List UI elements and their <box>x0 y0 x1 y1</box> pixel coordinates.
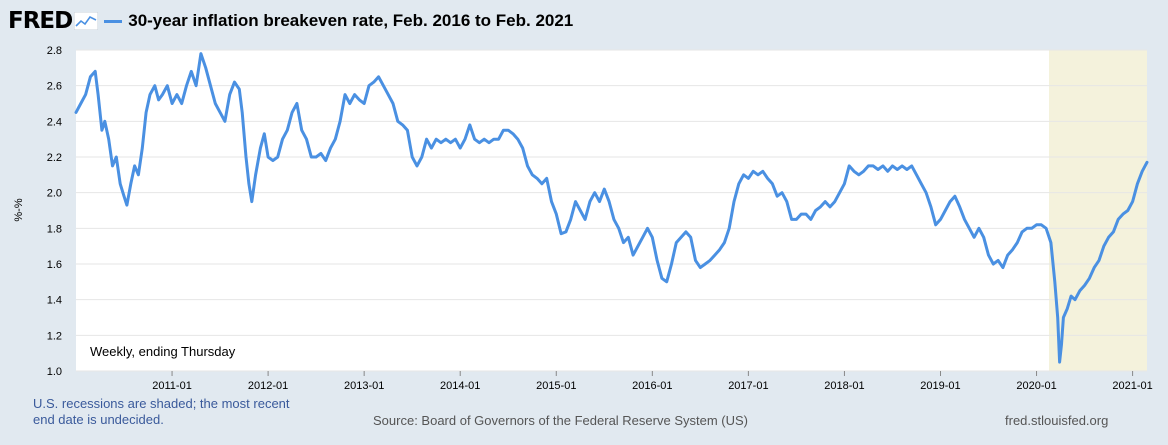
x-tick-label: 2017-01 <box>728 380 768 392</box>
x-tick-label: 2013-01 <box>344 380 384 392</box>
recession-note-line1: U.S. recessions are shaded; the most rec… <box>33 396 290 411</box>
source-note: Source: Board of Governors of the Federa… <box>373 413 748 428</box>
x-tick-label: 2021-01 <box>1112 380 1152 392</box>
chart-header: FRED 30-year inflation breakeven rate, F… <box>8 6 573 36</box>
recession-note-line2: end date is undecided. <box>33 412 164 427</box>
x-tick-label: 2016-01 <box>632 380 672 392</box>
recession-band <box>1049 50 1147 371</box>
x-axis-ticks: 2011-01 2012-01 2013-01 2014-01 2015-01 2016-… <box>152 371 1153 392</box>
recession-shading-layer <box>1049 50 1147 371</box>
gridlines <box>76 49 1147 372</box>
series-layer <box>74 52 1149 364</box>
x-tick-label: 2018-01 <box>824 380 864 392</box>
y-tick-label: 1.4 <box>47 295 62 307</box>
fred-logo-graph-icon <box>74 12 99 30</box>
x-tick-label: 2019-01 <box>920 380 960 392</box>
fred-url-link[interactable]: fred.stlouisfed.org <box>1005 413 1109 428</box>
y-tick-label: 1.6 <box>47 259 62 271</box>
x-tick-label: 2015-01 <box>536 380 576 392</box>
y-tick-label: 1.0 <box>47 366 62 378</box>
y-tick-label: 2.6 <box>47 81 62 93</box>
y-tick-label: 2.4 <box>47 116 62 128</box>
y-axis-label: %-% <box>13 198 25 221</box>
y-tick-label: 2.0 <box>47 188 62 200</box>
x-tick-label: 2012-01 <box>248 380 288 392</box>
recession-note: U.S. recessions are shaded; the most rec… <box>33 396 333 428</box>
legend-swatch <box>104 19 123 23</box>
y-tick-label: 2.8 <box>47 45 62 57</box>
series-line <box>74 52 1149 364</box>
y-tick-label: 1.2 <box>47 330 62 342</box>
x-tick-label: 2020-01 <box>1016 380 1056 392</box>
x-tick-label: 2011-01 <box>152 380 192 392</box>
fred-logo[interactable]: FRED <box>8 8 73 34</box>
y-tick-label: 2.2 <box>47 152 62 164</box>
y-axis-ticks: 1.0 1.2 1.4 1.6 1.8 2.0 2.2 2.4 2.6 2.8 <box>47 45 62 378</box>
x-tick-label: 2014-01 <box>440 380 480 392</box>
y-tick-label: 1.8 <box>47 223 62 235</box>
chart-title: 30-year inflation breakeven rate, Feb. 2… <box>128 11 574 30</box>
chart-annotation: Weekly, ending Thursday <box>90 344 236 359</box>
